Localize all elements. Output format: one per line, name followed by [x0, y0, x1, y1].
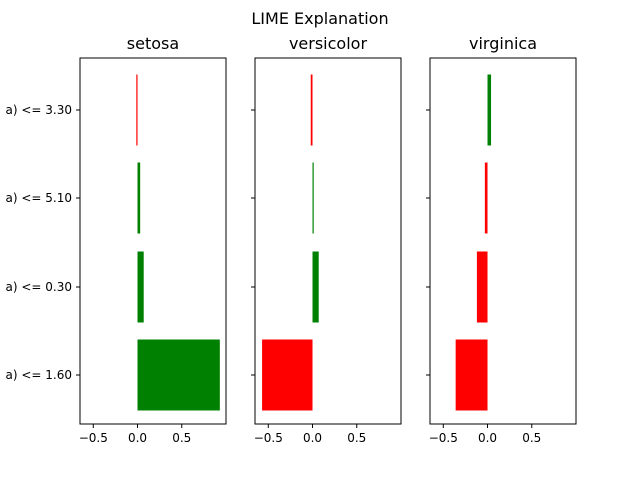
y-tick-label: a) <= 3.30 [6, 103, 73, 117]
x-tick-label: 0.5 [347, 431, 366, 445]
x-tick-label: 0.0 [478, 431, 497, 445]
x-tick-label: 0.5 [172, 431, 191, 445]
x-tick-label: −0.5 [79, 431, 108, 445]
bar-setosa-0 [136, 74, 138, 146]
axes-frame [429, 57, 577, 425]
panel-setosa: setosa −0.5 0.0 0.5 [76, 34, 227, 445]
panel-title: virginica [469, 34, 537, 53]
bar-versicolor-1 [312, 162, 314, 234]
figure-title: LIME Explanation [251, 9, 388, 28]
bar-setosa-2 [137, 251, 144, 323]
y-tick-labels: a) <= 3.30 a) <= 5.10 a) <= 0.30 a) <= 1.60 [6, 103, 73, 382]
x-tick-label: −0.5 [429, 431, 458, 445]
panel-versicolor: versicolor −0.5 0.0 0.5 [251, 34, 402, 445]
bar-virginica-3 [455, 339, 488, 411]
x-tick-label: 0.5 [522, 431, 541, 445]
y-tick-label: a) <= 1.60 [6, 368, 73, 382]
x-tick-label: 0.0 [303, 431, 322, 445]
bar-versicolor-2 [312, 251, 319, 323]
bar-setosa-1 [137, 162, 141, 234]
y-tick-label: a) <= 0.30 [6, 280, 73, 294]
panel-virginica: virginica −0.5 0.0 0.5 [426, 34, 577, 445]
x-tick-label: −0.5 [254, 431, 283, 445]
bar-virginica-0 [487, 74, 492, 146]
bar-versicolor-3 [262, 339, 313, 411]
axes-frame [79, 57, 227, 425]
panel-title: versicolor [289, 34, 367, 53]
bar-virginica-2 [476, 251, 488, 323]
bar-setosa-3 [137, 339, 220, 411]
y-tick-label: a) <= 5.10 [6, 191, 73, 205]
axes-frame [254, 57, 402, 425]
x-tick-label: 0.0 [128, 431, 147, 445]
panel-title: setosa [127, 34, 179, 53]
bar-virginica-1 [484, 162, 488, 234]
bar-versicolor-0 [310, 74, 313, 146]
